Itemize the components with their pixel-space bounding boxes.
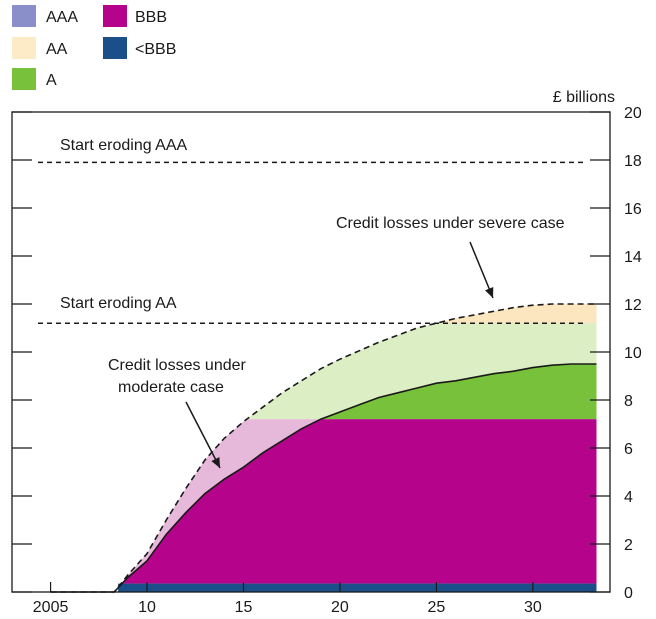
y-tick-label: 18 — [624, 153, 642, 170]
moderate-case-line — [50, 363, 597, 593]
y-tick-label: 2 — [624, 537, 633, 554]
tranche-areas — [50, 304, 597, 592]
y-tick-label: 12 — [624, 297, 642, 314]
legend-label-bbb: BBB — [135, 9, 167, 26]
y-tick-label: 6 — [624, 441, 633, 458]
legend-swatch-below-bbb — [103, 37, 127, 59]
threshold-label-aa: Start eroding AA — [60, 295, 177, 312]
series-lines — [38, 161, 597, 593]
x-tick-label: 30 — [524, 599, 542, 616]
moderate-case-label-line2: moderate case — [118, 379, 224, 396]
y-tick-label: 0 — [624, 585, 633, 602]
severe-case-line — [50, 303, 597, 593]
y-tick-label: 10 — [624, 345, 642, 362]
severe-case-arrow-head — [485, 287, 494, 298]
threshold-label-aaa: Start eroding AAA — [60, 137, 188, 154]
y-tick-label: 8 — [624, 393, 633, 410]
y-tick-label: 4 — [624, 489, 633, 506]
x-tick-label: 25 — [427, 599, 445, 616]
x-tick-label: 15 — [235, 599, 253, 616]
x-tick-label: 10 — [138, 599, 156, 616]
units-label: £ billions — [553, 89, 615, 106]
area-below-bbb — [118, 583, 597, 592]
legend-swatch-bbb — [103, 5, 127, 27]
moderate-case-arrow-shaft — [185, 401, 221, 469]
area-moderate-bbb — [50, 419, 597, 584]
legend-swatch-aa — [12, 37, 36, 59]
legend-label-aa: AA — [46, 41, 68, 58]
legend-label-a: A — [46, 72, 57, 89]
y-tick-label: 16 — [624, 201, 642, 218]
legend-swatch-a — [12, 68, 36, 90]
legend-swatch-aaa — [12, 5, 36, 27]
y-tick-label: 14 — [624, 249, 642, 266]
x-tick-label: 20 — [331, 599, 349, 616]
severe-case-arrow-shaft — [469, 241, 494, 299]
severe-case-label: Credit losses under severe case — [336, 215, 565, 232]
x-tick-label: 2005 — [33, 599, 69, 616]
y-tick-label: 20 — [624, 105, 642, 122]
annotations: Start eroding AAA Start eroding AA Credit … — [60, 137, 565, 469]
legend-label-aaa: AAA — [46, 9, 78, 26]
moderate-case-label-line1: Credit losses under — [108, 357, 247, 374]
moderate-case-arrow-head — [211, 457, 220, 468]
legend-label-below-bbb: <BBB — [135, 41, 176, 58]
legend: AAA AA A BBB <BBB — [12, 5, 176, 90]
axis-ticks: 0 2 4 6 8 10 12 14 16 18 20 2005 10 15 20 25 30 — [12, 105, 642, 616]
